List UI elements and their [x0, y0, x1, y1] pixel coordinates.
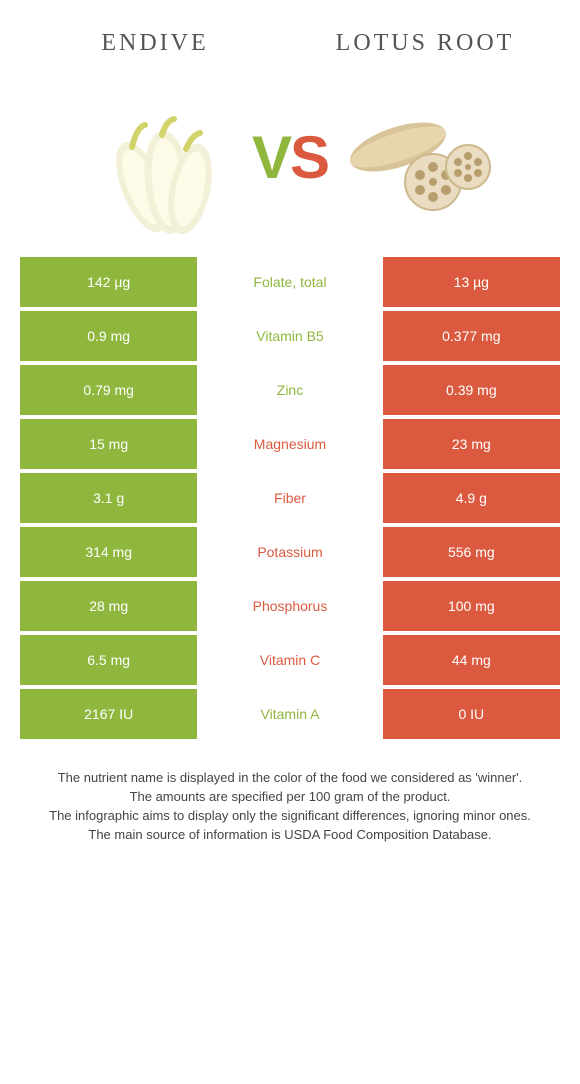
- footer-notes: The nutrient name is displayed in the co…: [10, 769, 570, 844]
- table-row: 6.5 mgVitamin C44 mg: [20, 635, 560, 685]
- left-food-title: Endive: [20, 30, 290, 57]
- image-row: VS: [0, 67, 580, 257]
- left-value: 0.9 mg: [20, 311, 197, 361]
- nutrient-label: Magnesium: [201, 419, 378, 469]
- nutrient-label: Potassium: [201, 527, 378, 577]
- left-value: 2167 IU: [20, 689, 197, 739]
- table-row: 0.79 mgZinc0.39 mg: [20, 365, 560, 415]
- right-value: 44 mg: [383, 635, 560, 685]
- table-row: 2167 IUVitamin A0 IU: [20, 689, 560, 739]
- table-row: 15 mgMagnesium23 mg: [20, 419, 560, 469]
- right-value: 100 mg: [383, 581, 560, 631]
- nutrient-label: Fiber: [201, 473, 378, 523]
- footer-line-3: The infographic aims to display only the…: [10, 807, 570, 826]
- table-row: 314 mgPotassium556 mg: [20, 527, 560, 577]
- nutrient-label: Zinc: [201, 365, 378, 415]
- vs-v-letter: V: [252, 124, 290, 191]
- left-value: 0.79 mg: [20, 365, 197, 415]
- footer-line-4: The main source of information is USDA F…: [10, 826, 570, 845]
- endive-image: [82, 77, 242, 237]
- left-value: 6.5 mg: [20, 635, 197, 685]
- left-value: 142 µg: [20, 257, 197, 307]
- vs-s-letter: S: [290, 124, 328, 191]
- lotus-root-image: [338, 77, 498, 237]
- comparison-infographic: Endive Lotus root VS: [0, 0, 580, 844]
- left-value: 28 mg: [20, 581, 197, 631]
- right-value: 556 mg: [383, 527, 560, 577]
- right-food-title: Lotus root: [290, 30, 560, 57]
- right-value: 4.9 g: [383, 473, 560, 523]
- nutrient-label: Vitamin A: [201, 689, 378, 739]
- right-value: 0.377 mg: [383, 311, 560, 361]
- nutrient-label: Folate, total: [201, 257, 378, 307]
- vs-badge: VS: [252, 123, 328, 192]
- left-value: 314 mg: [20, 527, 197, 577]
- left-value: 3.1 g: [20, 473, 197, 523]
- footer-line-2: The amounts are specified per 100 gram o…: [10, 788, 570, 807]
- right-value: 23 mg: [383, 419, 560, 469]
- right-value: 0.39 mg: [383, 365, 560, 415]
- table-row: 142 µgFolate, total13 µg: [20, 257, 560, 307]
- table-row: 3.1 gFiber4.9 g: [20, 473, 560, 523]
- table-row: 28 mgPhosphorus100 mg: [20, 581, 560, 631]
- right-value: 0 IU: [383, 689, 560, 739]
- nutrient-label: Vitamin C: [201, 635, 378, 685]
- right-value: 13 µg: [383, 257, 560, 307]
- left-value: 15 mg: [20, 419, 197, 469]
- title-row: Endive Lotus root: [0, 0, 580, 67]
- comparison-table: 142 µgFolate, total13 µg0.9 mgVitamin B5…: [20, 257, 560, 739]
- nutrient-label: Phosphorus: [201, 581, 378, 631]
- nutrient-label: Vitamin B5: [201, 311, 378, 361]
- footer-line-1: The nutrient name is displayed in the co…: [10, 769, 570, 788]
- table-row: 0.9 mgVitamin B50.377 mg: [20, 311, 560, 361]
